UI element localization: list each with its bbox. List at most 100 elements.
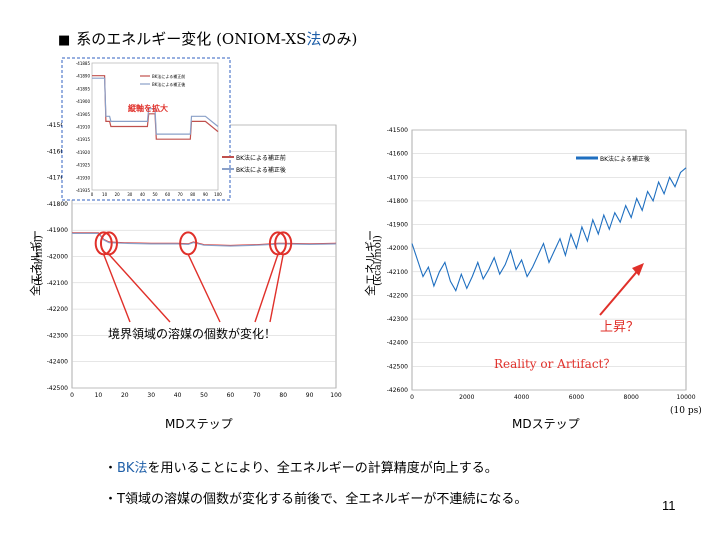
left-xtick-label: 50 [200,392,208,399]
inset-ytick-label: -41935 [76,188,91,193]
left-xtick-label: 70 [253,392,261,399]
right-ytick-label: -42000 [387,245,408,252]
inset-ytick-label: -41885 [76,61,91,66]
left-ytick-label: -41900 [47,227,68,234]
bullet-1-highlight: BK法 [117,461,148,476]
inset-xtick-label: 60 [165,192,171,197]
left-ytick-label: -41700 [47,175,68,182]
inset-note: 縦軸を拡大 [128,104,168,113]
right-ytick-label: -41800 [387,198,408,205]
highlight-arrow [269,254,284,323]
right-xtick-label: 0 [410,394,414,401]
left-ytick-label: -42400 [47,359,68,366]
left-xtick-label: 20 [121,392,129,399]
right-xtick-label: 6000 [569,394,584,401]
left-ytick-label: -42300 [47,332,68,339]
right-ytick-label: -42400 [387,340,408,347]
right-x-unit: (10 ps) [670,406,702,416]
inset-ytick-label: -41905 [76,112,91,117]
right-series-line-0 [411,167,687,293]
rise-annotation: 上昇？ [600,320,640,335]
inset-ytick-label: -41920 [76,150,91,155]
bullet-2-text: T領域の溶媒の個数が変化する前後で、全エネルギーが不連続になる。 [117,492,528,507]
inset-ytick-label: -41900 [76,99,91,104]
right-xlabel: MDステップ [512,417,580,431]
slide-title: ■ 系のエネルギー変化 (ONIOM-XS法のみ) [58,28,357,49]
boundary-annotation: 境界領域の溶媒の個数が変化！ [108,327,277,341]
bullet-1: ・BK法を用いることにより、全エネルギーの計算精度が向上する。 [104,457,498,476]
inset-small-legend-label: BK法による補正前 [152,73,185,79]
right-plot-area [411,129,687,391]
highlight-arrow [254,254,279,323]
rise-arrow [599,267,641,316]
left-ytick-label: -42000 [47,254,68,261]
left-xtick-label: 30 [147,392,155,399]
right-xtick-label: 10000 [676,394,695,401]
artifact-annotation: Reality or Artifact？ [494,357,616,371]
highlight-arrow [108,253,171,323]
title-main: 系のエネルギー変化 (ONIOM-XS [76,30,307,48]
right-xtick-label: 2000 [459,394,474,401]
right-ytick-label: -42200 [387,292,408,299]
right-legend-label: BK法による補正後 [600,155,650,163]
inset-legend-label: BK法による補正前 [236,154,286,162]
title-end: のみ) [321,30,358,48]
inset-ytick-label: -41925 [76,163,91,168]
inset-xtick-label: 10 [102,192,108,197]
inset-ytick-label: -41895 [76,86,91,91]
left-xtick-label: 60 [227,392,235,399]
left-xtick-label: 40 [174,392,182,399]
left-ytick-label: -41600 [47,148,68,155]
left-ytick-label: -41500 [47,122,68,129]
inset-xtick-label: 50 [152,192,158,197]
right-ytick-label: -42500 [387,363,408,370]
left-ytick-label: -42500 [47,385,68,392]
right-xtick-label: 4000 [514,394,529,401]
rise-arrowhead [632,263,644,276]
right-ytick-label: -41700 [387,174,408,181]
inset-legend-label: BK法による補正後 [236,166,286,174]
left-ytick-label: -42100 [47,280,68,287]
inset-xtick-label: 100 [214,192,222,197]
right-ytick-label: -42100 [387,269,408,276]
inset-ytick-label: -41890 [76,74,91,79]
title-highlight: 法 [306,30,322,48]
left-xtick-label: 10 [95,392,103,399]
page-number: 11 [662,498,676,513]
right-ylabel-unit: (kcal/mol) [372,235,384,286]
inset-series-line-1 [92,77,219,135]
right-ytick-label: -42300 [387,316,408,323]
inset-xtick-label: 40 [140,192,146,197]
inset-xtick-label: 20 [115,192,121,197]
inset-ytick-label: -41915 [76,137,91,142]
right-ytick-label: -41600 [387,151,408,158]
highlight-arrow [103,254,131,323]
inset-ytick-label: -41930 [76,175,91,180]
inset-xtick-label: 70 [178,192,184,197]
right-xtick-label: 8000 [624,394,639,401]
bullet-1-text: を用いることにより、全エネルギーの計算精度が向上する。 [147,461,498,476]
right-ytick-label: -41900 [387,222,408,229]
right-ytick-label: -41500 [387,127,408,134]
inset-xtick-label: 0 [91,192,94,197]
left-series-line-1 [72,232,337,247]
inset-small-legend-label: BK法による補正後 [152,81,185,87]
inset-xtick-label: 90 [203,192,209,197]
inset-xtick-label: 30 [127,192,133,197]
bullet-2: ・T領域の溶媒の個数が変化する前後で、全エネルギーが不連続になる。 [104,488,527,507]
left-ytick-label: -42200 [47,306,68,313]
highlight-arrow [187,254,221,323]
title-square: ■ [58,33,71,48]
inset-xtick-label: 80 [190,192,196,197]
left-ytick-label: -41800 [47,201,68,208]
left-xtick-label: 80 [279,392,287,399]
right-ytick-label: -42600 [387,387,408,394]
left-ylabel-unit: (kcal/mol) [33,235,45,286]
left-xtick-label: 0 [70,392,74,399]
bullet-2-mark: ・ [104,492,118,507]
inset-ytick-label: -41910 [76,125,91,130]
left-xtick-label: 90 [306,392,314,399]
bullet-1-mark: ・ [104,461,118,476]
left-xlabel: MDステップ [165,417,233,431]
